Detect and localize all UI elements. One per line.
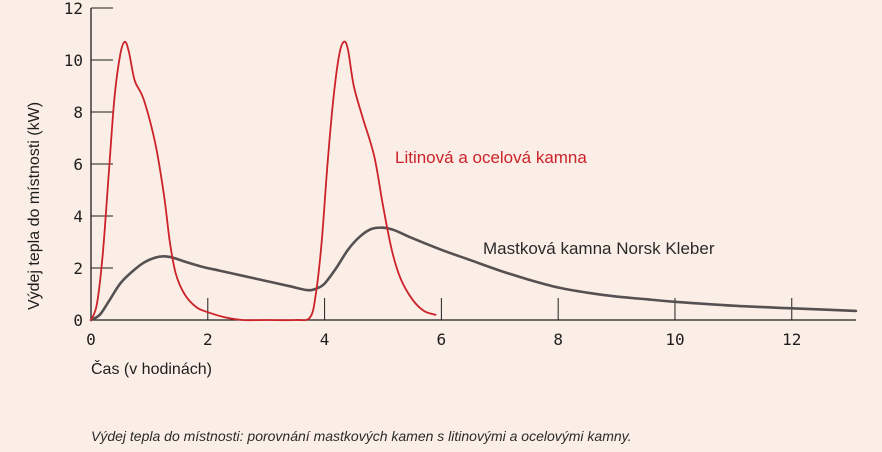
x-tick-label: 6 xyxy=(437,330,447,349)
y-tick-label: 12 xyxy=(64,0,83,18)
y-tick-label: 2 xyxy=(73,259,83,278)
x-tick-label: 8 xyxy=(553,330,563,349)
y-axis-ticks: 0 2 4 6 8 10 12 xyxy=(64,0,113,330)
series-label-cast-iron: Litinová a ocelová kamna xyxy=(395,148,587,167)
y-tick-label: 6 xyxy=(73,155,83,174)
y-axis-title: Výdej tepla do místnosti (kW) xyxy=(26,102,43,310)
y-tick-label: 10 xyxy=(64,51,83,70)
x-tick-label: 12 xyxy=(782,330,801,349)
series-line-soapstone xyxy=(89,226,858,322)
y-tick-label: 0 xyxy=(73,311,83,330)
y-tick-label: 4 xyxy=(73,207,83,226)
figure-caption: Výdej tepla do místnosti: porovnání mast… xyxy=(91,428,632,444)
x-tick-label: 4 xyxy=(320,330,330,349)
x-tick-label: 10 xyxy=(665,330,684,349)
x-tick-label: 2 xyxy=(203,330,213,349)
x-axis-ticks: 0 2 4 6 8 10 12 xyxy=(86,298,801,349)
series-lines xyxy=(89,40,858,322)
series-line-cast-iron xyxy=(90,40,437,322)
x-tick-label: 0 xyxy=(86,330,96,349)
series-label-soapstone: Mastková kamna Norsk Kleber xyxy=(483,239,715,258)
y-tick-label: 8 xyxy=(73,103,83,122)
x-axis-title: Čas (v hodinách) xyxy=(91,359,212,378)
